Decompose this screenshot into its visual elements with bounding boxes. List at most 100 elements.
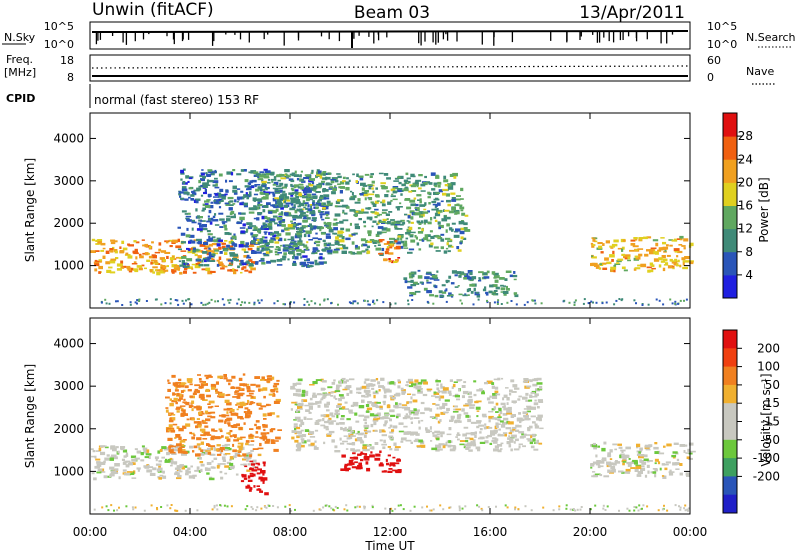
ground-scatter-cell	[487, 506, 490, 508]
echo-cell-r4	[467, 294, 470, 296]
echo-cell-r1	[236, 450, 240, 452]
echo-cell-r4	[432, 431, 435, 435]
ground-scatter-cell	[642, 504, 645, 507]
echo-cell-r4	[452, 411, 459, 413]
echo-cell-r4	[469, 404, 476, 407]
echo-cell-r5	[682, 262, 685, 266]
echo-cell-r0	[209, 453, 214, 456]
echo-cell-r2	[272, 197, 277, 202]
echo-cell-r4	[455, 436, 458, 438]
power-colorbar-cells	[723, 113, 737, 299]
echo-cell-r3	[392, 456, 396, 459]
ground-scatter-cell	[497, 299, 500, 302]
echo-cell-r4	[363, 389, 367, 393]
echo-cell-r1	[262, 252, 269, 255]
echo-cell-r0	[226, 447, 232, 451]
echo-cell-r4	[440, 411, 446, 415]
echo-cell-r4	[462, 433, 467, 437]
ground-scatter-cell	[647, 303, 650, 306]
echo-cell-r2	[442, 192, 447, 196]
ground-scatter-cell	[478, 505, 481, 508]
echo-cell-r1	[186, 218, 190, 221]
echo-cell-r4	[350, 404, 355, 407]
echo-cell-r5	[633, 237, 638, 240]
echo-cell-r5	[630, 467, 636, 469]
echo-cell-r4	[396, 416, 399, 419]
echo-cell-r0	[110, 258, 117, 261]
echo-cell-r5	[676, 263, 679, 267]
echo-cell-r2	[415, 236, 418, 240]
echo-cell-r4	[299, 424, 302, 427]
echo-cell-r0	[195, 262, 200, 267]
echo-cell-r2	[454, 204, 460, 207]
echo-cell-r2	[407, 251, 413, 254]
echo-cell-r0	[150, 259, 157, 262]
echo-cell-r4	[339, 407, 345, 410]
echo-cell-r2	[393, 180, 400, 182]
echo-cell-r5	[672, 451, 678, 454]
echo-cell-r4	[483, 276, 490, 279]
echo-cell-r2	[458, 204, 463, 207]
echo-cell-r1	[246, 394, 252, 397]
echo-cell-r0	[134, 270, 139, 273]
echo-cell-r5	[606, 261, 612, 265]
echo-cell-r4	[348, 426, 352, 429]
echo-cell-r5	[620, 449, 626, 452]
echo-cell-r5	[598, 460, 601, 464]
echo-cell-r4	[309, 431, 315, 435]
echo-cell-r1	[292, 262, 297, 266]
echo-cell-r2	[386, 218, 389, 221]
echo-cell-r4	[319, 400, 322, 404]
echo-cell-r0	[124, 254, 131, 256]
echo-cell-r3	[392, 469, 398, 472]
echo-cell-r4	[373, 394, 376, 399]
ground-scatter-cell	[160, 506, 163, 508]
echo-cell-r1	[263, 418, 267, 420]
echo-cell-r2	[304, 187, 310, 192]
echo-cell-r5	[654, 468, 658, 472]
echo-cell-r0	[206, 462, 212, 465]
echo-cell-r2	[285, 173, 288, 175]
echo-cell-r2	[378, 213, 382, 216]
ground-scatter-cell	[432, 508, 435, 511]
echo-cell-r1	[310, 226, 316, 230]
echo-cell-r1	[202, 251, 208, 254]
echo-cell-r1	[236, 402, 241, 405]
ground-scatter-cell	[170, 504, 173, 506]
echo-cell-r4	[412, 399, 418, 403]
echo-cell-r1	[181, 256, 187, 259]
echo-cell-r5	[677, 250, 683, 254]
echo-cell-r1	[202, 220, 206, 222]
echo-cell-r4	[309, 397, 313, 401]
echo-cell-r0	[173, 461, 177, 465]
echo-cell-r4	[491, 382, 495, 385]
echo-cell-r0	[239, 455, 243, 457]
echo-cell-r0	[154, 269, 157, 272]
echo-cell-r2	[247, 484, 250, 487]
echo-cell-r4	[302, 390, 309, 394]
echo-cell-r5	[689, 261, 694, 265]
echo-cell-r0	[189, 248, 193, 251]
echo-cell-r0	[95, 243, 100, 245]
ground-scatter-cell	[641, 304, 644, 306]
echo-cell-r2	[418, 248, 422, 251]
echo-cell-r5	[614, 461, 621, 464]
echo-cell-r1	[219, 218, 225, 221]
echo-cell-r1	[218, 239, 223, 242]
echo-cell-r1	[208, 247, 211, 250]
ground-scatter-cell	[604, 509, 607, 511]
echo-cell-r4	[509, 393, 512, 396]
echo-cell-r2	[363, 225, 367, 228]
echo-cell-r2	[374, 245, 377, 247]
echo-cell-r2	[326, 176, 331, 180]
echo-cell-r5	[662, 258, 668, 262]
echo-cell-r4	[328, 421, 334, 425]
echo-cell-r1	[311, 193, 317, 196]
echo-cell-r1	[199, 216, 203, 219]
echo-cell-r1	[258, 403, 262, 405]
echo-cell-r1	[248, 392, 254, 395]
echo-cell-r1	[227, 196, 234, 200]
echo-cell-r4	[456, 398, 461, 401]
echo-cell-r2	[297, 242, 303, 245]
echo-cell-r4	[406, 381, 409, 383]
